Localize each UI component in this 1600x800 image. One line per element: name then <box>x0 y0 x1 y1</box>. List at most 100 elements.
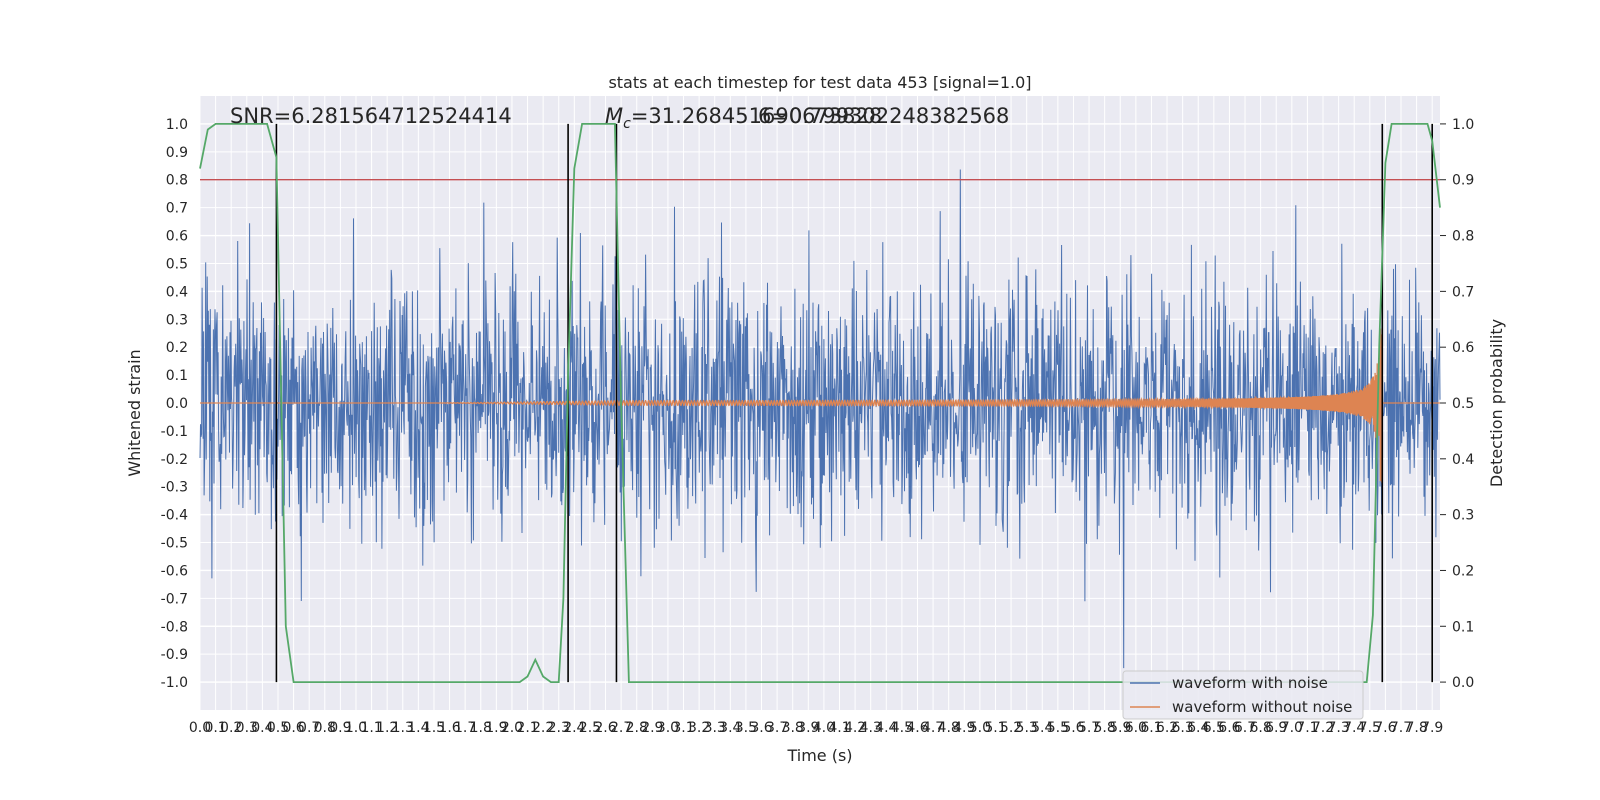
x-tick-label: 4.1 <box>828 720 850 736</box>
x-tick-label: 3.7 <box>766 720 788 736</box>
y2-tick-label: 0.1 <box>1452 619 1474 635</box>
y-tick-label: 0.0 <box>166 396 188 412</box>
x-tick-label: 7.6 <box>1374 720 1396 736</box>
x-tick-label: 2.9 <box>641 720 663 736</box>
x-axis-label: Time (s) <box>786 746 852 765</box>
x-tick-label: 1.0 <box>345 720 367 736</box>
x-tick-label: 6.9 <box>1265 720 1287 736</box>
x-tick-label: 7.0 <box>1281 720 1303 736</box>
x-tick-label: 5.5 <box>1047 720 1069 736</box>
x-tick-label: 1.1 <box>360 720 382 736</box>
y-tick-label: 1.0 <box>166 117 188 133</box>
legend: waveform with noise waveform without noi… <box>1122 670 1364 720</box>
x-tick-label: 2.3 <box>548 720 570 736</box>
x-tick-label: 0.0 <box>189 720 211 736</box>
x-tick-label: 2.5 <box>579 720 601 736</box>
x-tick-label: 4.7 <box>922 720 944 736</box>
x-tick-label: 7.5 <box>1359 720 1381 736</box>
y-tick-label: -0.4 <box>161 508 188 524</box>
y2-tick-label: 0.3 <box>1452 508 1474 524</box>
y-tick-label: -0.7 <box>161 591 188 607</box>
legend-label-noise: waveform with noise <box>1172 674 1328 692</box>
x-tick-label: 7.1 <box>1296 720 1318 736</box>
x-tick-label: 7.3 <box>1327 720 1349 736</box>
y2-tick-label: 1.0 <box>1452 117 1474 133</box>
y2-tick-label: 0.7 <box>1452 284 1474 300</box>
x-tick-label: 1.2 <box>376 720 398 736</box>
x-tick-label: 1.9 <box>485 720 507 736</box>
series-line-detection-probability <box>199 123 1441 683</box>
x-tick-label: 3.0 <box>657 720 679 736</box>
overlap-annotation: 6=0.799302248382568 <box>758 104 1009 128</box>
x-tick-label: 4.6 <box>906 720 928 736</box>
overlay-layer <box>199 123 1441 683</box>
x-tick-label: 3.8 <box>782 720 804 736</box>
y2-tick-label: 0.8 <box>1452 229 1474 245</box>
y-tick-label: -0.8 <box>161 619 188 635</box>
x-tick-label: 3.9 <box>797 720 819 736</box>
y2-tick-label: 0.5 <box>1452 396 1474 412</box>
y-tick-label: -0.5 <box>161 536 188 552</box>
y-tick-label: 0.2 <box>166 340 188 356</box>
x-tick-label: 0.8 <box>314 720 336 736</box>
y-tick-label: 0.6 <box>166 229 188 245</box>
legend-box <box>1122 670 1364 720</box>
x-tick-label: 6.2 <box>1156 720 1178 736</box>
x-tick-label: 4.2 <box>844 720 866 736</box>
x-tick-label: 1.7 <box>454 720 476 736</box>
x-tick-label: 0.4 <box>251 720 273 736</box>
x-tick-label: 2.0 <box>501 720 523 736</box>
series-line-clean-waveform <box>200 328 1440 483</box>
y-tick-label: 0.8 <box>166 173 188 189</box>
x-tick-label: 2.2 <box>532 720 554 736</box>
x-tick-label: 4.9 <box>953 720 975 736</box>
x-tick-label: 3.6 <box>750 720 772 736</box>
x-tick-label: 3.5 <box>735 720 757 736</box>
x-tick-label: 5.0 <box>969 720 991 736</box>
y2-tick-label: 0.2 <box>1452 563 1474 579</box>
x-tick-label: 5.4 <box>1031 720 1053 736</box>
x-tick-label: 2.1 <box>516 720 538 736</box>
x-tick-label: 0.3 <box>236 720 258 736</box>
x-tick-label: 4.5 <box>891 720 913 736</box>
y-tick-label: -0.3 <box>161 480 188 496</box>
y2-tick-label: 0.4 <box>1452 452 1474 468</box>
x-tick-label: 5.1 <box>984 720 1006 736</box>
y2-tick-label: 0.9 <box>1452 173 1474 189</box>
y-tick-label: 0.5 <box>166 256 188 272</box>
x-tick-label: 0.2 <box>220 720 242 736</box>
x-tick-label: 4.3 <box>860 720 882 736</box>
x-tick-label: 6.6 <box>1218 720 1240 736</box>
x-tick-label: 6.3 <box>1172 720 1194 736</box>
chirp-mass-value: =31.268451690673828 <box>631 104 882 128</box>
x-tick-label: 6.1 <box>1140 720 1162 736</box>
x-tick-label: 5.6 <box>1062 720 1084 736</box>
x-tick-label: 3.2 <box>688 720 710 736</box>
y-tick-label: -0.6 <box>161 563 188 579</box>
x-tick-label: 6.0 <box>1125 720 1147 736</box>
x-tick-label: 4.4 <box>875 720 897 736</box>
x-tick-label: 5.7 <box>1078 720 1100 736</box>
x-tick-label: 6.5 <box>1203 720 1225 736</box>
x-tick-label: 1.5 <box>423 720 445 736</box>
x-tick-label: 1.4 <box>407 720 429 736</box>
y-tick-label: 0.1 <box>166 368 188 384</box>
y-axis-right: 0.0 0.1 0.2 0.3 0.4 0.5 0.6 0.7 0.8 0.9 1.0 <box>1440 117 1474 691</box>
y-tick-label: 0.4 <box>166 284 188 300</box>
x-tick-label: 7.9 <box>1421 720 1443 736</box>
y2-tick-label: 0.6 <box>1452 340 1474 356</box>
y-tick-label: 0.3 <box>166 312 188 328</box>
y-tick-label: -0.2 <box>161 452 188 468</box>
y2-tick-label: 0.0 <box>1452 675 1474 691</box>
x-tick-label: 5.2 <box>1000 720 1022 736</box>
y-axis-label: Whitened strain <box>125 349 144 476</box>
x-tick-label: 0.7 <box>298 720 320 736</box>
x-tick-label: 4.8 <box>938 720 960 736</box>
x-tick-label: 7.4 <box>1343 720 1365 736</box>
x-tick-label: 6.7 <box>1234 720 1256 736</box>
x-tick-label: 1.8 <box>470 720 492 736</box>
y2-axis-label: Detection probability <box>1487 319 1506 487</box>
y-axis-left: -1.0 -0.9 -0.8 -0.7 -0.6 -0.5 -0.4 -0.3 -0.2 -0.1… <box>161 117 188 691</box>
x-tick-label: 4.0 <box>813 720 835 736</box>
